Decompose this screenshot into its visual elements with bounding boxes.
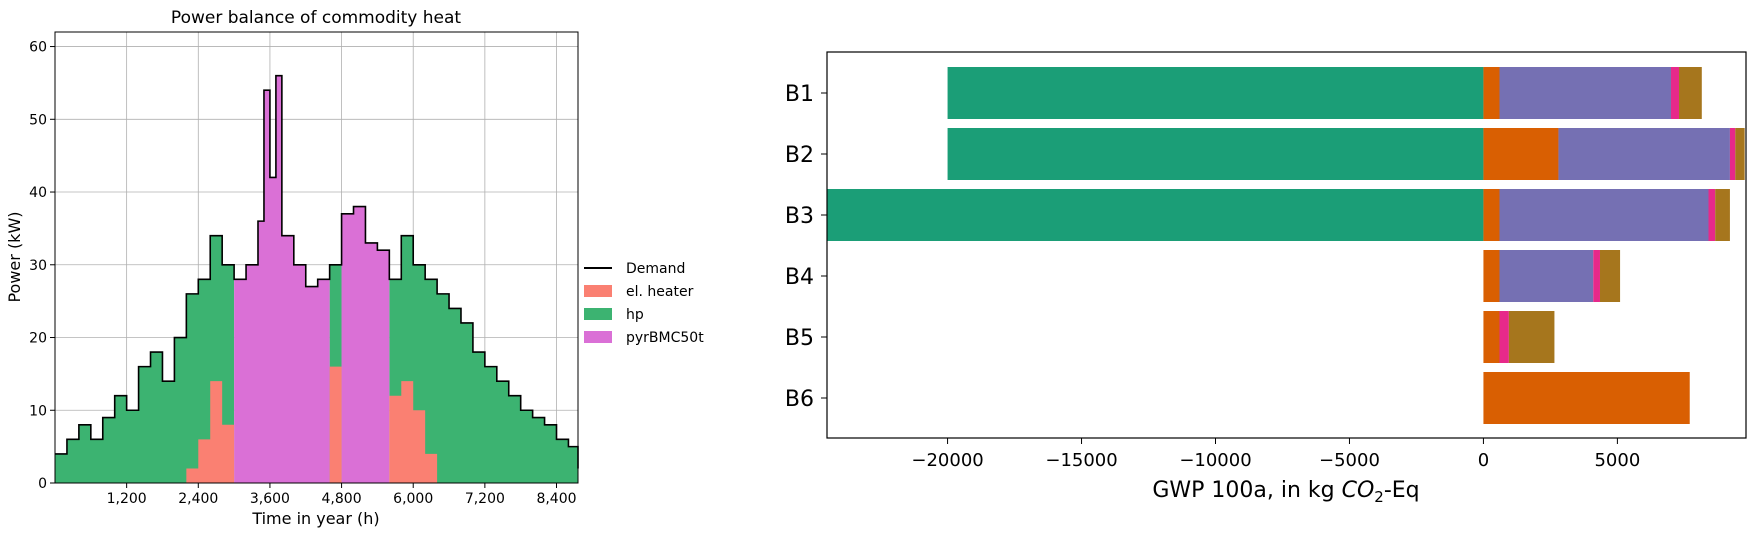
gwp-bar-chart: −20000 −15000 −10000 −5000 0 5000 B1B2B3B4B5B… <box>785 51 1747 506</box>
bar-segment-b6 <box>1483 372 1690 424</box>
bar-segment-b1 <box>1679 67 1702 119</box>
bar-segment-b4 <box>1483 250 1500 302</box>
left-y-tick-label: 10 <box>29 403 47 419</box>
right-x-tick-label: −5000 <box>1319 450 1380 471</box>
bar-segment-b1 <box>1483 67 1500 119</box>
bar-segment-b3 <box>1499 189 1709 241</box>
legend-label-pyrbmc50t: pyrBMC50t <box>626 330 704 346</box>
left-y-tick-label: 20 <box>29 331 47 347</box>
demand-line <box>55 74 579 469</box>
bar-segment-b2 <box>947 128 1484 180</box>
right-category-label: B2 <box>785 143 814 168</box>
legend-label-demand: Demand <box>626 261 685 277</box>
left-x-axis-label: Time in year (h) <box>251 509 379 528</box>
bar-segment-b1 <box>1670 67 1680 119</box>
bar-segment-b3 <box>1483 189 1500 241</box>
bar-segment-b3 <box>1708 189 1716 241</box>
area-pyrbmc50t <box>55 75 578 483</box>
left-plot-frame <box>54 31 579 484</box>
right-y-ticks: B1 B2 B3 B4 B5 B6 <box>785 82 827 412</box>
left-y-tick-label: 50 <box>29 112 47 128</box>
left-x-tick-label: 1,200 <box>107 491 147 507</box>
bar-segment-b2 <box>1558 128 1730 180</box>
right-xlabel-suffix: -Eq <box>1384 478 1420 503</box>
left-chart-title: Power balance of commodity heat <box>171 8 461 28</box>
bar-segment-b1 <box>947 67 1484 119</box>
right-x-axis-label: GWP 100a, in kg CO2-Eq <box>1152 478 1419 506</box>
right-x-tick-label: −10000 <box>1179 450 1251 471</box>
right-x-tick-label: −15000 <box>1045 450 1117 471</box>
left-x-tick-label: 6,000 <box>393 491 433 507</box>
legend-swatch-el-heater <box>584 285 612 297</box>
legend-swatch-hp <box>584 308 612 320</box>
left-y-axis-label: Power (kW) <box>5 211 24 302</box>
bar-segment-b4 <box>1593 250 1600 302</box>
area-hp <box>55 235 578 483</box>
bar-segment-b5 <box>1499 311 1509 363</box>
legend-label-el-heater: el. heater <box>626 284 694 300</box>
bar-segment-b3 <box>1715 189 1730 241</box>
right-category-label: B1 <box>785 82 814 107</box>
legend-swatch-pyrbmc50t <box>584 331 612 343</box>
left-y-tick-label: 30 <box>29 258 47 274</box>
right-x-tick-label: 5000 <box>1594 450 1640 471</box>
right-x-tick-label: 0 <box>1478 450 1489 471</box>
left-x-tick-label: 3,600 <box>250 491 290 507</box>
right-x-tick-label: −20000 <box>911 450 983 471</box>
right-category-label: B5 <box>785 326 814 351</box>
left-x-tick-label: 4,800 <box>322 491 362 507</box>
right-category-label: B6 <box>785 387 814 412</box>
left-x-tick-label: 7,200 <box>465 491 505 507</box>
right-xlabel-chem: CO <box>1342 478 1375 503</box>
left-x-tick-label: 2,400 <box>178 491 218 507</box>
left-y-tick-label: 40 <box>29 185 47 201</box>
bar-segment-b5 <box>1483 311 1500 363</box>
right-category-label: B4 <box>785 265 814 290</box>
left-y-tick-label: 0 <box>38 476 47 492</box>
left-x-ticks: 1,200 2,400 3,600 4,800 6,000 7,200 8,400 <box>107 483 577 507</box>
bar-segment-b5 <box>1508 311 1555 363</box>
bar-segment-b4 <box>1599 250 1621 302</box>
left-demand-line <box>55 74 579 469</box>
left-stacked-areas <box>55 75 578 483</box>
bar-segment-b3 <box>827 189 1484 241</box>
right-xlabel-subscript: 2 <box>1374 488 1384 506</box>
left-y-tick-label: 60 <box>29 40 47 56</box>
right-plot-frame <box>826 51 1747 439</box>
left-x-tick-label: 8,400 <box>536 491 576 507</box>
right-category-label: B3 <box>785 204 814 229</box>
legend-label-hp: hp <box>626 307 644 323</box>
bar-segment-b1 <box>1499 67 1671 119</box>
right-stacked-bars <box>827 67 1745 424</box>
bar-segment-b2 <box>1483 128 1559 180</box>
right-x-ticks: −20000 −15000 −10000 −5000 0 5000 <box>911 438 1640 471</box>
bar-segment-b2 <box>1729 128 1736 180</box>
left-y-ticks: 0 10 20 30 40 50 60 <box>29 40 55 492</box>
power-balance-chart: Power balance of commodity heat 1,200 2,4… <box>5 8 704 528</box>
bar-segment-b4 <box>1499 250 1594 302</box>
left-legend: Demand el. heater hp pyrBMC50t <box>584 261 704 346</box>
bar-segment-b2 <box>1735 128 1745 180</box>
right-xlabel-prefix: GWP 100a, in kg <box>1152 478 1341 503</box>
